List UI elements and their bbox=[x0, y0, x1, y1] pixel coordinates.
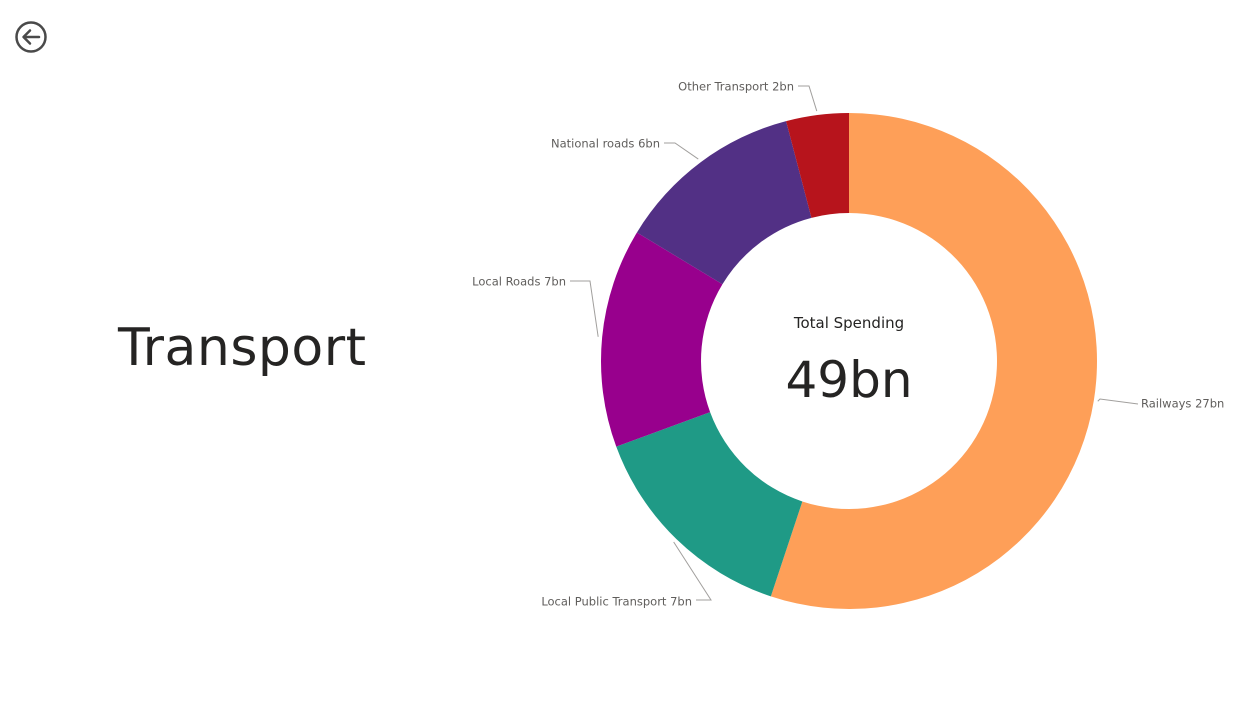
donut-slice-railways[interactable] bbox=[770, 113, 1097, 609]
donut-slice-other-transport[interactable] bbox=[786, 113, 849, 218]
slice-label: Local Public Transport 7bn bbox=[541, 595, 692, 609]
leader-line bbox=[570, 280, 599, 337]
slice-label: Other Transport 2bn bbox=[678, 80, 794, 94]
donut-slice-local-public-transport[interactable] bbox=[616, 412, 803, 597]
center-value: 49bn bbox=[785, 351, 912, 409]
leader-line bbox=[1097, 398, 1139, 405]
slice-label: Railways 27bn bbox=[1141, 397, 1224, 411]
donut-slice-national-roads[interactable] bbox=[636, 121, 812, 285]
leader-line bbox=[798, 85, 818, 112]
leader-line bbox=[673, 541, 712, 601]
leader-line bbox=[664, 142, 699, 160]
slice-label: National roads 6bn bbox=[551, 137, 660, 151]
back-arrow-circle-icon[interactable] bbox=[14, 20, 48, 54]
page-title: Transport bbox=[118, 318, 367, 378]
center-label: Total Spending bbox=[793, 314, 904, 332]
slice-label: Local Roads 7bn bbox=[472, 275, 566, 289]
donut-slice-local-roads[interactable] bbox=[601, 232, 723, 447]
